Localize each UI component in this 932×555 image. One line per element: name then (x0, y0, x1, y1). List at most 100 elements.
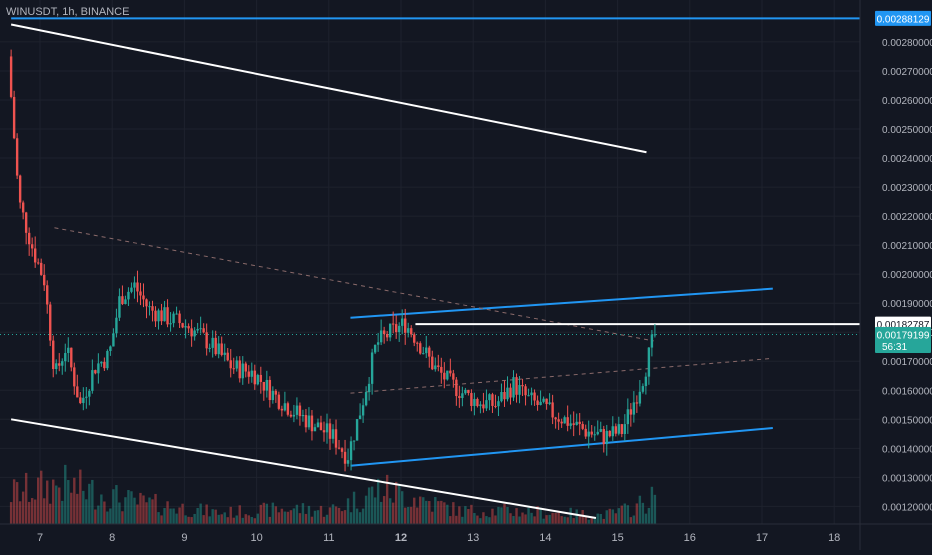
candle-body (626, 409, 630, 425)
volume-bar (199, 503, 202, 524)
volume-bar (169, 508, 172, 524)
candle-body (437, 365, 440, 367)
volume-bar (214, 509, 217, 524)
candle-body (184, 326, 187, 328)
volume-bar (401, 491, 404, 524)
volume-bar (94, 509, 97, 524)
volume-bar (629, 517, 633, 524)
channel-mid-dashed-line[interactable] (350, 357, 773, 394)
price-axis[interactable]: 0.00120000 0.00130000 0.00140000 0.00150000… (882, 38, 932, 513)
time-tick-label: 16 (684, 532, 696, 544)
candle-body (169, 323, 172, 325)
candle-body (428, 347, 431, 357)
volume-bar (509, 513, 512, 524)
candle-body (232, 368, 235, 370)
volume-bar (503, 503, 506, 524)
channel-top-line[interactable] (350, 287, 773, 319)
upper-resistance-line[interactable] (10, 23, 647, 154)
volume-bar (557, 512, 560, 524)
candle-body (274, 390, 278, 395)
volume-bar (379, 501, 383, 524)
volume-bar (46, 480, 49, 524)
candle-body (253, 370, 256, 385)
candle-body (581, 424, 584, 429)
candle-body (370, 352, 374, 384)
volume-bar (130, 491, 133, 524)
candle-body (572, 423, 575, 425)
volume-bar (491, 508, 494, 524)
volume-bar (301, 503, 305, 524)
candle-body (268, 379, 272, 401)
volume-bar (413, 497, 416, 524)
candle-body (446, 370, 449, 380)
candlesticks (9, 49, 657, 472)
candle-body (404, 318, 407, 333)
price-tick-label: 0.00270000 (882, 67, 932, 78)
price-tick-label: 0.00130000 (882, 473, 932, 484)
volume-bar (500, 507, 503, 524)
time-tick-label: 8 (109, 532, 115, 544)
candle-body (557, 419, 560, 422)
volume-bar (635, 503, 639, 524)
volume-bar (55, 485, 58, 524)
volume-bar (521, 512, 524, 524)
descending-dashed-line[interactable] (54, 227, 654, 342)
candle-body (172, 313, 175, 324)
channel-bottom-line[interactable] (350, 427, 773, 467)
volume-bar (106, 511, 109, 524)
candle-body (608, 430, 611, 437)
time-tick-label: 12 (395, 532, 407, 544)
volume-bar (12, 479, 16, 524)
volume-bar (410, 506, 413, 524)
candle-body (376, 342, 380, 345)
candle-body (103, 361, 106, 369)
candle-body (413, 334, 416, 343)
volume-bar (518, 516, 521, 524)
candle-body (52, 340, 55, 369)
candle-body (30, 244, 34, 249)
candle-body (382, 330, 386, 335)
candle-body (211, 337, 214, 348)
candle-body (193, 330, 196, 337)
price-tick-label: 0.00280000 (882, 38, 932, 49)
candle-body (43, 274, 46, 286)
volume-bar (638, 495, 642, 524)
lower-support-line[interactable] (10, 418, 597, 519)
candle-body (539, 401, 542, 406)
volume-bar (376, 478, 380, 524)
candle-body (157, 310, 160, 322)
candle-body (205, 332, 208, 349)
candle-body (644, 376, 648, 387)
candle-body (178, 313, 181, 324)
volume-bar (530, 512, 533, 524)
volume-bar (584, 516, 587, 524)
time-axis[interactable]: 7 8 9 10 11 12 13 14 15 16 17 18 (37, 532, 840, 544)
volume-bar (458, 506, 461, 524)
volume-bar (280, 508, 284, 524)
volume-bar (124, 497, 127, 524)
candle-body (67, 347, 70, 354)
volume-bar (21, 491, 25, 524)
candle-body (292, 414, 296, 417)
candle-body (491, 394, 494, 406)
volume-bar (337, 507, 341, 524)
volume-bar (467, 509, 470, 524)
candle-body (70, 347, 73, 368)
candle-body (304, 415, 308, 428)
volume-bar (36, 477, 40, 524)
candle-body (587, 431, 590, 437)
level-price-label-text: 0.00182787 (877, 320, 930, 331)
candle-body (355, 419, 359, 441)
trend-lines[interactable] (0, 17, 860, 519)
candle-body (575, 421, 578, 425)
volume-bar (33, 499, 37, 524)
volume-bar (121, 511, 124, 524)
candle-body (27, 232, 31, 245)
candle-body (388, 323, 392, 338)
volume-bar (226, 517, 229, 524)
volume-bar (220, 514, 223, 524)
